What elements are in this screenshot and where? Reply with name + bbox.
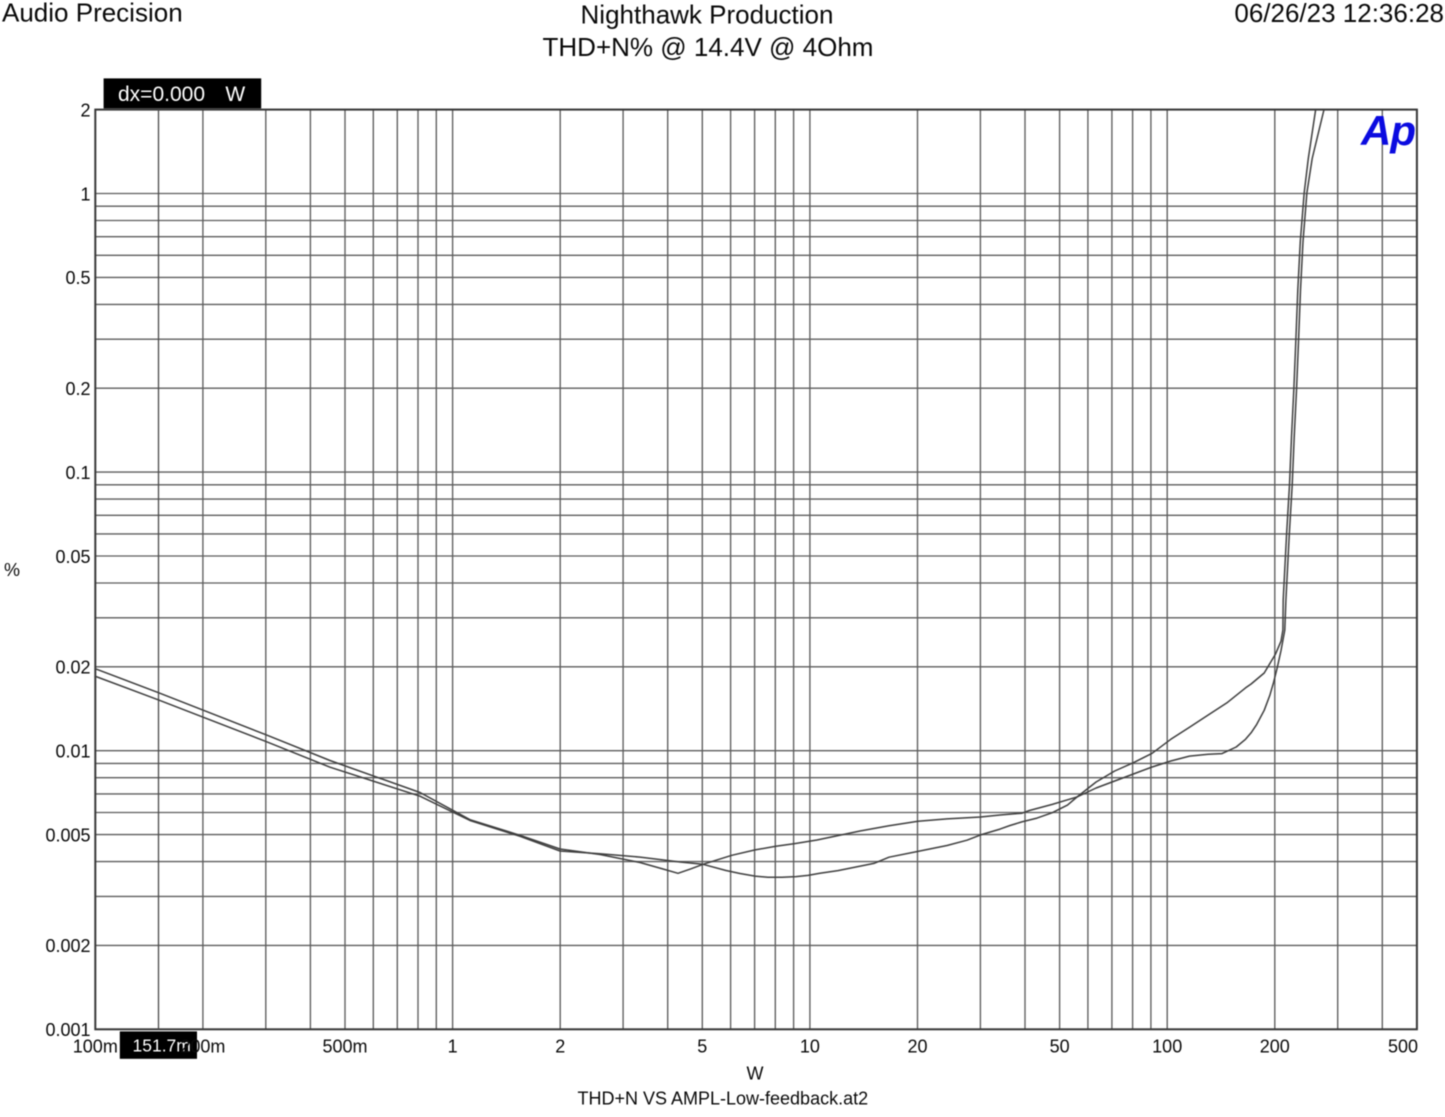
svg-text:0.5: 0.5: [65, 268, 90, 288]
svg-text:Ap: Ap: [1360, 107, 1415, 154]
svg-text:Audio Precision: Audio Precision: [2, 0, 183, 28]
svg-text:500m: 500m: [322, 1036, 367, 1056]
svg-text:50: 50: [1050, 1036, 1070, 1056]
svg-text:100: 100: [1152, 1036, 1182, 1056]
svg-text:500: 500: [1388, 1036, 1418, 1056]
svg-text:THD+N% @ 14.4V @ 4Ohm: THD+N% @ 14.4V @ 4Ohm: [543, 32, 874, 62]
svg-text:0.1: 0.1: [65, 463, 90, 483]
svg-text:0.02: 0.02: [55, 658, 90, 678]
svg-text:200m: 200m: [180, 1036, 225, 1056]
svg-text:1: 1: [448, 1036, 458, 1056]
svg-text:1: 1: [80, 184, 90, 204]
svg-text:151.7m: 151.7m: [133, 1036, 191, 1056]
svg-text:5: 5: [697, 1036, 707, 1056]
svg-text:0.002: 0.002: [45, 936, 90, 956]
svg-text:20: 20: [907, 1036, 927, 1056]
svg-text:THD+N VS AMPL-Low-feedback.at2: THD+N VS AMPL-Low-feedback.at2: [577, 1088, 868, 1108]
svg-text:10: 10: [800, 1036, 820, 1056]
svg-text:0.005: 0.005: [45, 825, 90, 845]
svg-text:2: 2: [555, 1036, 565, 1056]
svg-text:%: %: [4, 560, 20, 580]
svg-text:0.2: 0.2: [65, 379, 90, 399]
svg-text:W: W: [225, 83, 245, 106]
svg-text:0.01: 0.01: [55, 742, 90, 762]
svg-text:0.001: 0.001: [45, 1020, 90, 1040]
svg-text:dx=0.000: dx=0.000: [118, 83, 205, 106]
svg-text:06/26/23 12:36:28: 06/26/23 12:36:28: [1234, 0, 1444, 28]
svg-text:200: 200: [1260, 1036, 1290, 1056]
svg-text:2: 2: [80, 100, 90, 120]
svg-text:100m: 100m: [73, 1036, 118, 1056]
svg-text:W: W: [747, 1064, 764, 1084]
svg-text:0.05: 0.05: [55, 547, 90, 567]
svg-text:Nighthawk Production: Nighthawk Production: [581, 0, 834, 29]
